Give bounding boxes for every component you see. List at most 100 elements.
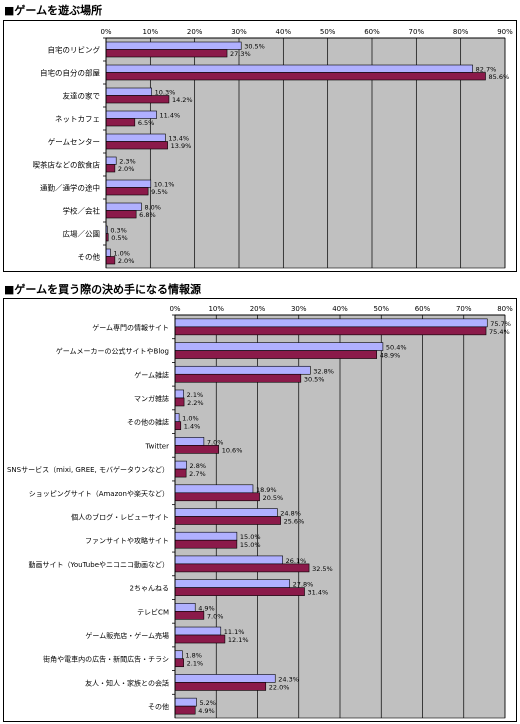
chart-2-bar-series-2 — [174, 658, 184, 668]
chart-2-category-label: Twitter — [145, 442, 170, 450]
chart-1-x-tick-label: 90% — [497, 28, 513, 36]
chart-2-bar-series-2 — [174, 492, 260, 502]
chart-2-bar-series-2 — [174, 397, 185, 407]
chart-1-data-label-series-2: 2.0% — [118, 165, 135, 173]
chart-2-category-label: 友人・知人・家族との会話 — [85, 678, 169, 687]
chart-2-bar-series-1 — [174, 389, 184, 399]
chart-2-plot-border — [174, 314, 506, 719]
chart-2-data-label-series-1: 32.8% — [313, 367, 334, 375]
chart-2-bar-series-2 — [174, 611, 205, 620]
chart-1-data-label-series-2: 85.6% — [488, 73, 509, 81]
chart-1-x-tick-label: 10% — [143, 28, 159, 36]
chart-2-bar-series-2 — [174, 516, 281, 525]
chart-2-bar-series-1 — [174, 437, 205, 446]
chart-2-category-label: その他 — [148, 702, 169, 711]
chart-2-bar-series-1 — [174, 626, 222, 636]
chart-2-x-tick-label: 20% — [250, 305, 266, 313]
chart-2-data-label-series-2: 30.5% — [304, 375, 325, 383]
chart-2-bar-series-1 — [174, 365, 311, 375]
chart-1-data-label-series-1: 30.5% — [244, 43, 265, 51]
chart-1-x-tick-label: 70% — [409, 28, 425, 36]
chart-2-category-label: 街角や電車内の広告・新聞広告・チラシ — [43, 655, 169, 664]
chart-2-bar-series-1 — [174, 342, 384, 351]
chart-1-category-label: 喫茶店などの飲食店 — [33, 160, 101, 170]
chart-2-bar-series-2 — [174, 682, 267, 691]
chart-1-category-label: 広場／公園 — [63, 229, 101, 239]
chart-2-category-label: ゲームメーカーの公式サイトやBlog — [56, 347, 169, 356]
chart-1-x-tick-label: 60% — [364, 28, 380, 36]
chart-2-bar-series-2 — [174, 468, 187, 478]
chart-1-data-label-series-1: 1.0% — [113, 250, 130, 258]
chart-1-plot-border — [105, 37, 506, 269]
chart-1-category-label: その他 — [78, 252, 101, 262]
chart-1-data-label-series-2: 6.5% — [138, 119, 155, 127]
chart-2-data-label-series-1: 1.0% — [182, 415, 199, 423]
chart-1-data-label-series-1: 0.3% — [110, 227, 127, 235]
chart-2-bar-series-1 — [174, 579, 290, 588]
chart-1-data-label-series-1: 10.1% — [154, 181, 175, 189]
chart-2-data-label-series-2: 7.0% — [207, 612, 224, 620]
chart-2-data-label-series-2: 1.4% — [184, 423, 201, 431]
chart-2-category-label: ゲーム専門の情報サイト — [92, 323, 169, 332]
chart-2-x-tick-label: 60% — [415, 305, 431, 313]
chart-2-category-label: ショッピングサイト（Amazonや楽天など） — [29, 489, 169, 498]
chart-1-data-label-series-1: 11.4% — [160, 112, 181, 120]
chart-2-bar-series-1 — [174, 674, 276, 683]
chart-2-bar-series-2 — [174, 421, 182, 430]
chart-1-category-label: 学校／会社 — [63, 206, 101, 216]
chart-2-bar-series-2 — [174, 587, 305, 596]
chart-1-x-tick-label: 50% — [320, 28, 336, 36]
chart-2-data-label-series-1: 2.1% — [187, 391, 204, 399]
chart-2-data-label-series-1: 5.2% — [199, 699, 216, 707]
chart-2-data-label-series-1: 50.4% — [386, 344, 407, 352]
chart-2-data-label-series-2: 25.6% — [284, 518, 305, 526]
chart-1-data-label-series-1: 13.4% — [168, 135, 189, 143]
chart-1-data-label-series-2: 13.9% — [171, 142, 192, 150]
chart-2-x-tick-label: 30% — [291, 305, 307, 313]
chart-2-bar-series-1 — [174, 555, 283, 565]
chart-2-x-tick-label: 0% — [169, 305, 180, 313]
chart-2-bar-series-1 — [174, 460, 187, 470]
chart-2-data-label-series-1: 11.1% — [224, 628, 245, 636]
chart-2-bar-series-1 — [174, 603, 196, 612]
chart-1-data-label-series-2: 9.5% — [151, 188, 168, 196]
chart-2-data-label-series-2: 22.0% — [269, 683, 290, 691]
chart-2-title: ■ゲームを買う際の決め手になる情報源 — [4, 283, 202, 296]
chart-1-data-label-series-2: 6.8% — [139, 211, 156, 219]
chart-2-x-tick-label: 50% — [373, 305, 389, 313]
chart-2-bar-series-2 — [174, 373, 302, 383]
chart-1-data-label-series-1: 82.7% — [476, 66, 497, 74]
chart-2-data-label-series-2: 75.4% — [489, 328, 510, 336]
chart-2-data-label-series-1: 24.3% — [278, 675, 299, 683]
chart-2-data-label-series-1: 75.7% — [490, 320, 511, 328]
chart-2-category-label: その他の雑誌 — [127, 418, 169, 427]
chart-2-data-label-series-1: 24.8% — [280, 510, 301, 518]
chart-1-category-label: ゲームセンター — [48, 138, 100, 147]
chart-1-x-tick-label: 0% — [100, 28, 111, 36]
chart-2-data-label-series-2: 4.9% — [198, 707, 215, 715]
chart-2-x-tick-label: 40% — [332, 305, 348, 313]
chart-2-data-label-series-1: 26.1% — [286, 557, 307, 565]
chart-1-category-label: 友達の家で — [63, 91, 101, 101]
chart-1-data-label-series-2: 0.5% — [111, 234, 128, 242]
chart-2-data-label-series-1: 27.8% — [293, 581, 314, 589]
chart-2-data-label-series-2: 2.7% — [189, 470, 206, 478]
chart-2-data-label-series-2: 10.6% — [222, 446, 243, 454]
chart-1-x-tick-label: 40% — [276, 28, 292, 36]
chart-1-x-tick-label: 20% — [187, 28, 203, 36]
chart-2-data-label-series-2: 48.9% — [380, 352, 401, 360]
chart-1-title: ■ゲームを遊ぶ場所 — [4, 4, 103, 17]
chart-1-x-tick-label: 80% — [453, 28, 469, 36]
chart-2-data-label-series-1: 2.8% — [190, 462, 207, 470]
chart-2-bar-series-2 — [174, 539, 238, 549]
chart-2-category-label: ファンサイトや攻略サイト — [85, 536, 169, 545]
chart-1-category-label: 自宅の自分の部屋 — [40, 68, 100, 78]
chart-2-data-label-series-1: 4.9% — [198, 604, 215, 612]
chart-1-data-label-series-2: 14.2% — [172, 96, 193, 104]
chart-1-x-tick-label: 30% — [231, 28, 247, 36]
chart-2-bar-series-1 — [174, 413, 180, 422]
chart-1-category-label: 自宅のリビング — [48, 45, 101, 55]
chart-2-bar-series-2 — [174, 326, 487, 336]
